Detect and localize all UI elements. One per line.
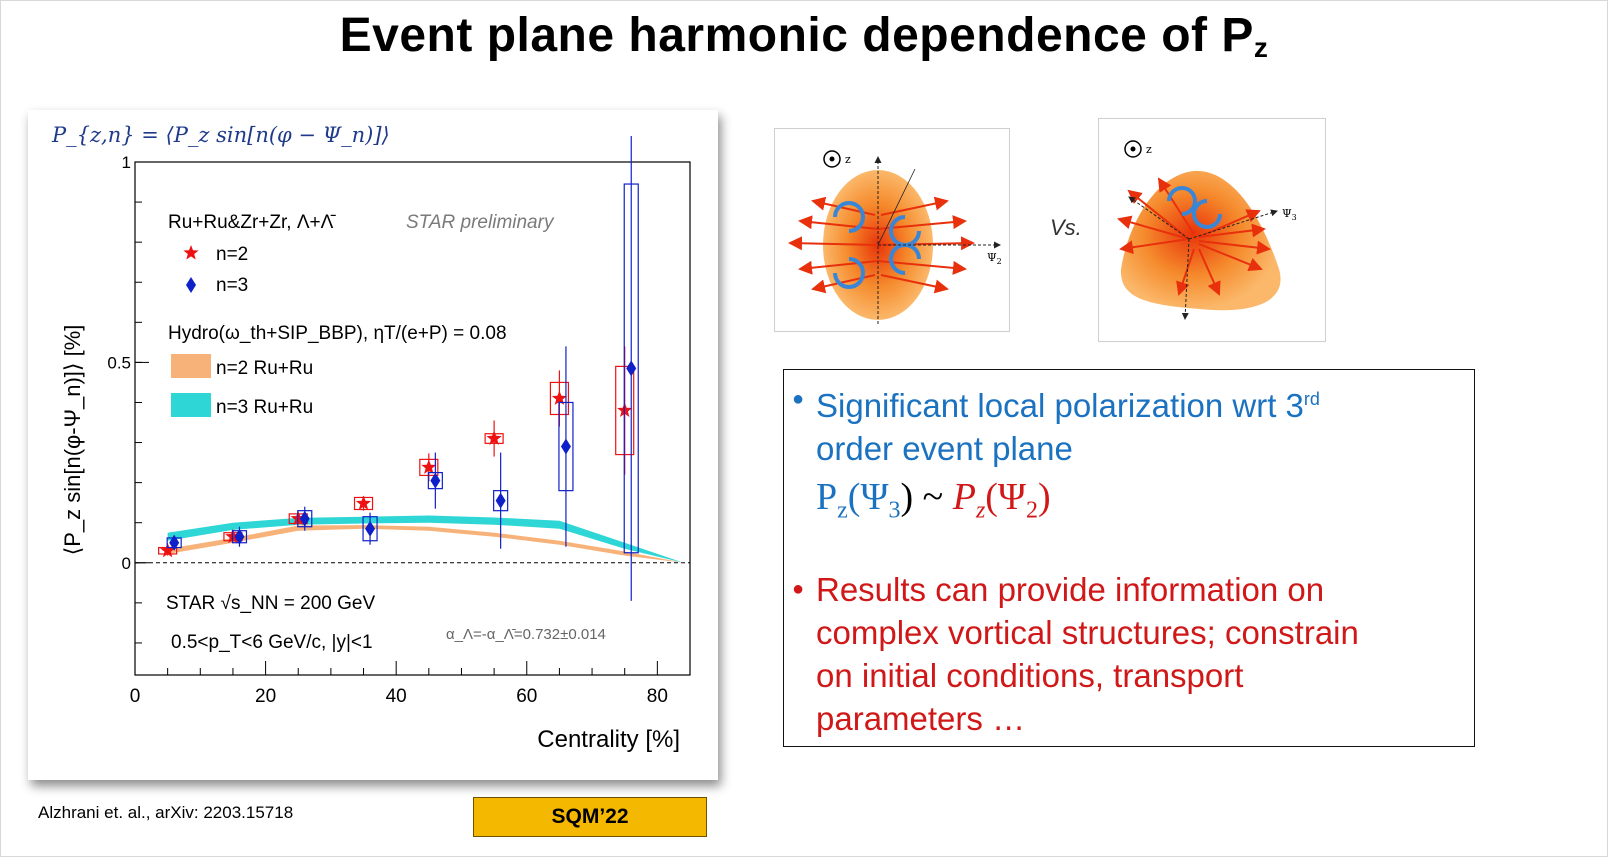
formula-sub: z [837,497,848,524]
data-point-n2 [486,430,502,445]
sys-error-box [558,401,574,492]
slide-title: Event plane harmonic dependence of Pz [0,8,1608,64]
polarization-formula: Pz(Ψ3) ~ Pz(Ψ2) [816,475,1051,525]
legend-diamond-marker [186,277,196,293]
elliptic-flow-svg: z Ψ2 [788,150,1002,324]
psi-subscript: 3 [1292,213,1297,222]
z-axis-icon [823,150,841,168]
definition-equation: P_{z,n} = ⟨P_z sin[n(φ − Ψ_n)]⟩ [51,123,390,147]
bullet1-line1: Significant local polarization wrt 3rd [816,378,1456,427]
formula-right: Pz(Ψ2) [952,476,1051,524]
data-point-n3 [560,438,571,455]
y-tick-label: 1 [122,153,131,172]
legend-n2: n=2 [216,244,248,265]
formula-sub: 2 [1025,497,1038,524]
data-point-n2 [421,459,437,474]
data-point-n2 [355,495,372,510]
elliptic-flow-diagram: z Ψ2 [774,128,1010,332]
title-text: Event plane harmonic dependence of P [339,9,1254,62]
data-point-n2 [160,542,176,558]
formula-sub: 3 [888,497,901,524]
bullet2-line: complex vortical structures; constrain [816,614,1359,651]
data-point-n3 [430,472,441,489]
y-tick-label: 0 [122,554,131,573]
bullet2-line: Results can provide information on [816,571,1325,608]
sys-error-box [362,516,378,542]
x-tick-label: 20 [255,686,276,707]
data-point-n2 [551,390,567,405]
alpha-label: α_Λ=-α_Λ̄=0.732±0.014 [446,626,606,643]
bullet1-line1-text: Significant local polarization wrt 3 [816,387,1304,424]
hydro-label: Hydro(ω_th+SIP_BBP), ηT/(e+P) = 0.08 [168,323,507,344]
conference-badge: SQM’22 [473,797,707,837]
legend-header: Ru+Ru&Zr+Zr, Λ+Λ̄ [168,212,336,233]
formula-p: P [816,476,838,518]
sys-error-box [427,472,443,490]
sys-error-box [297,510,313,528]
preliminary-label: STAR preliminary [406,212,555,233]
legend-n3: n=3 [216,275,248,296]
plot-card: P_{z,n} = ⟨P_z sin[n(φ − Ψ_n)]⟩ 0 20 40 60 8… [28,110,718,780]
triangular-flow-svg: z Ψ3 [1117,140,1297,320]
citation: Alzhrani et. al., arXiv: 2203.15718 [38,803,294,822]
bullet-text: Significant local polarization wrt 3rd o… [816,378,1456,470]
legend-band-n2: n=2 Ru+Ru [216,358,313,379]
bullet-dot: ● [792,388,805,410]
energy-label: STAR √s_NN = 200 GeV [166,593,375,614]
z-label: z [845,153,851,166]
formula-close: ) [1037,476,1051,518]
formula-psi: (Ψ [985,476,1026,518]
legend-band-n2-swatch [171,354,211,378]
x-tick-label: 80 [647,686,668,707]
sys-error-box [493,490,509,512]
formula-psi: (Ψ [847,476,889,518]
band-n3 [167,515,684,563]
axes-frame [134,161,691,676]
data-point-n3 [169,534,180,551]
bullet2-line: parameters … [816,700,1026,737]
polarization-chart: P_{z,n} = ⟨P_z sin[n(φ − Ψ_n)]⟩ 0 20 40 60 8… [51,123,691,753]
data-point-n3 [626,360,637,377]
bullet-text: Results can provide information on compl… [816,568,1456,740]
psi-symbol: Ψ [987,251,997,264]
ticks-layer: 0 20 40 60 80 0 0.5 1 [107,153,691,707]
x-axis-label: Centrality [%] [537,726,680,753]
bullet-dot: ● [792,578,805,600]
bullet1-superscript: rd [1303,389,1320,409]
x-tick-label: 60 [516,686,537,707]
cuts-label: 0.5<p_T<6 GeV/c, |y|<1 [171,632,373,653]
y-axis-label: ⟨P_z sin[n(φ-Ψ_n)]⟩ [%] [60,325,85,556]
formula-sub: z [975,497,986,524]
formula-p: P [952,476,976,518]
data-point-n3 [299,510,310,527]
points-layer [158,135,639,601]
legend-band-n3: n=3 Ru+Ru [216,397,313,418]
legend-band-n3-swatch [171,393,211,417]
bands-layer [167,515,684,563]
data-point-n3 [365,520,376,537]
vs-label: Vs. [1050,215,1082,240]
conclusion-textbox: ● Significant local polarization wrt 3rd… [783,369,1475,747]
formula-sim: ) ~ [900,476,953,518]
z-axis-icon [1124,140,1142,158]
title-subscript: z [1253,32,1269,63]
sys-error-box [623,183,639,554]
bullet1-line2: order event plane [816,430,1073,467]
psi2-label: Ψ2 [987,251,1002,266]
psi-symbol: Ψ [1282,207,1292,220]
data-point-n3 [234,528,245,545]
x-tick-label: 40 [386,686,407,707]
legend-star-marker [183,245,199,260]
psi3-label: Ψ3 [1282,207,1297,222]
formula-left: Pz(Ψ3 [816,476,901,524]
z-label: z [1146,143,1152,156]
triangular-flow-diagram: z Ψ3 [1098,118,1326,342]
y-tick-label: 0.5 [107,353,131,372]
bullet2-line: on initial conditions, transport [816,657,1244,694]
x-tick-label: 0 [130,686,141,707]
psi-subscript: 2 [997,257,1002,266]
data-point-n3 [495,492,506,509]
